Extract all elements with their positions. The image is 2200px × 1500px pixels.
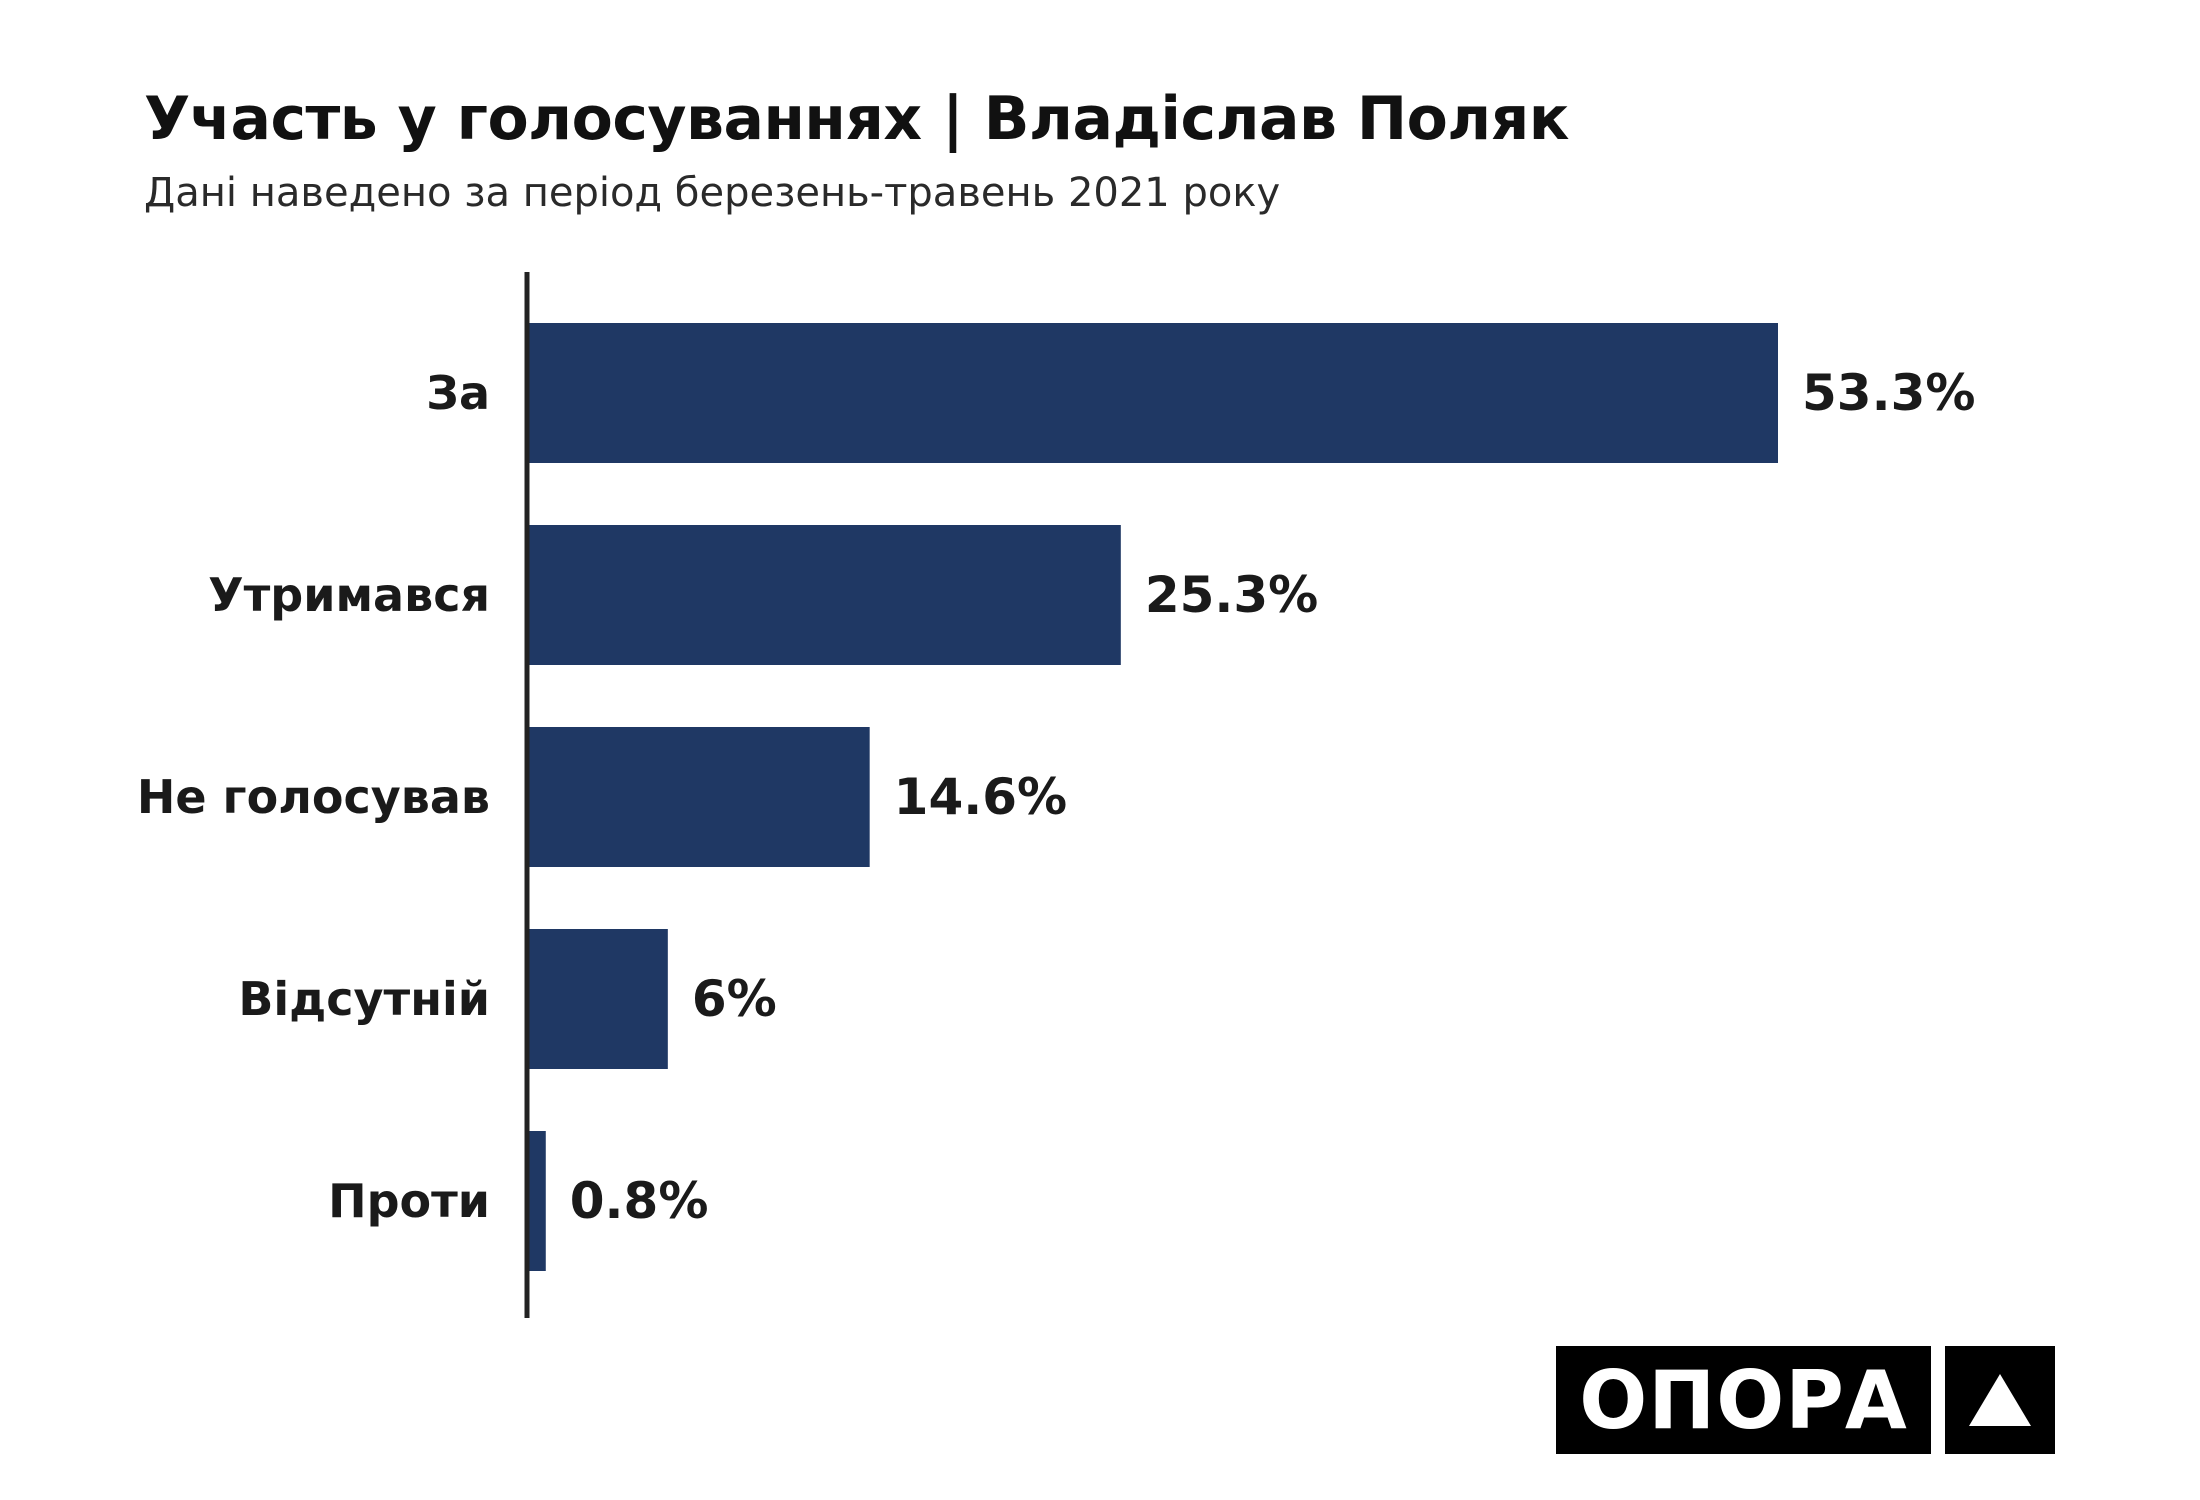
value-label-1: 53.3% — [1802, 364, 1975, 422]
opora-logo: ОПОРА — [1556, 1346, 2055, 1454]
category-label-3: Не голосував — [137, 770, 490, 824]
category-label-4: Відсутній — [238, 972, 490, 1026]
chart-subtitle: Дані наведено за період березень-травень… — [144, 170, 1281, 216]
bar-3 — [527, 727, 870, 867]
category-label-5: Проти — [328, 1174, 490, 1228]
bar-1 — [527, 323, 1778, 463]
category-label-1: За — [426, 366, 490, 420]
value-label-4: 6% — [692, 970, 777, 1028]
value-label-2: 25.3% — [1145, 566, 1318, 624]
value-label-3: 14.6% — [894, 768, 1067, 826]
chart-title: Участь у голосуваннях | Владіслав Поляк — [144, 84, 1569, 154]
bar-5 — [527, 1131, 546, 1271]
logo-wordmark: ОПОРА — [1556, 1346, 1931, 1454]
value-label-5: 0.8% — [570, 1172, 709, 1230]
bar-2 — [527, 525, 1121, 665]
bar-4 — [527, 929, 668, 1069]
triangle-logo-icon — [1945, 1346, 2055, 1454]
category-label-2: Утримався — [208, 568, 490, 622]
triangle-icon — [1969, 1374, 2031, 1426]
